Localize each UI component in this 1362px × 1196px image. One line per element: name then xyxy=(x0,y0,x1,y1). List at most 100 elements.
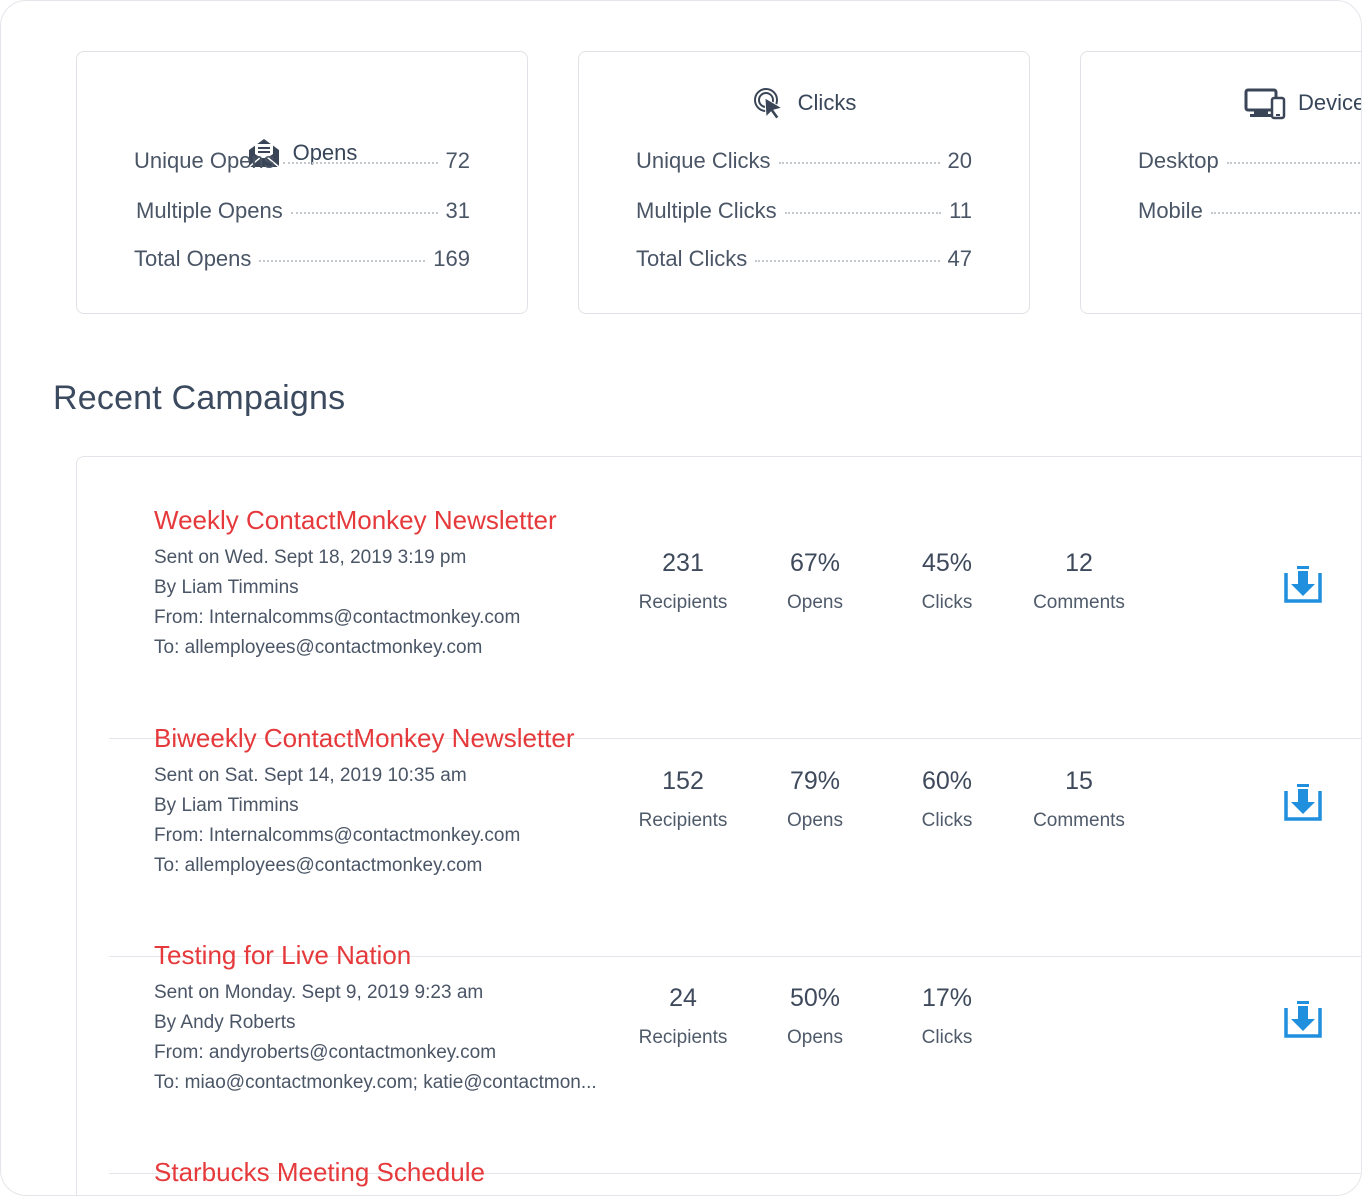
dotted-leader xyxy=(282,162,438,164)
stat-label: Desktop xyxy=(1138,148,1219,173)
stat-row-mobile: Mobile xyxy=(1138,198,1361,224)
metric-value: 152 xyxy=(662,767,704,795)
campaign-row: Starbucks Meeting Schedule xyxy=(109,1157,1361,1195)
device-card: Device Desktop Mobile xyxy=(1080,51,1362,314)
dotted-leader xyxy=(778,162,940,164)
metric-opens: 67% Opens xyxy=(750,549,880,614)
dotted-leader xyxy=(784,212,942,214)
campaign-sent: Sent on Wed. Sept 18, 2019 3:19 pm xyxy=(154,547,467,568)
stat-label: Unique Clicks xyxy=(636,148,771,173)
envelope-open-icon xyxy=(247,136,281,170)
metric-label: Comments xyxy=(1033,810,1125,831)
metric-label: Clicks xyxy=(921,1027,973,1048)
stat-row-desktop: Desktop xyxy=(1138,148,1361,174)
campaign-row: Biweekly ContactMonkey Newsletter Sent o… xyxy=(109,723,1361,957)
row-divider xyxy=(109,1173,1361,1174)
stat-value: 11 xyxy=(949,198,972,223)
metric-label: Clicks xyxy=(921,810,973,831)
metric-label: Comments xyxy=(1033,592,1125,613)
campaign-title-link[interactable]: Testing for Live Nation xyxy=(154,940,412,970)
metric-label: Recipients xyxy=(638,810,728,831)
dotted-leader xyxy=(1226,162,1361,164)
cursor-click-icon xyxy=(752,86,786,120)
clicks-card-title: Clicks xyxy=(797,90,857,115)
download-button[interactable] xyxy=(1282,563,1324,605)
stat-label: Unique Opens xyxy=(134,148,275,173)
campaign-sent: Sent on Monday. Sept 9, 2019 9:23 am xyxy=(154,982,484,1003)
stat-value: 72 xyxy=(445,148,470,173)
opens-card-title: Opens xyxy=(292,140,358,165)
stat-label: Total Clicks xyxy=(636,246,748,271)
campaign-row: Weekly ContactMonkey Newsletter Sent on … xyxy=(109,505,1361,739)
device-card-header: Device xyxy=(1244,86,1362,120)
download-button[interactable] xyxy=(1282,781,1324,823)
campaign-to: To: miao@contactmonkey.com; katie@contac… xyxy=(154,1072,597,1093)
metric-value: 15 xyxy=(1065,767,1093,795)
campaign-from: From: Internalcomms@contactmonkey.com xyxy=(154,607,521,628)
metric-value: 60% xyxy=(921,767,973,795)
download-icon xyxy=(1284,1001,1322,1038)
metric-recipients: 24 Recipients xyxy=(618,984,748,1049)
campaign-title-link[interactable]: Weekly ContactMonkey Newsletter xyxy=(154,505,557,535)
metric-label: Recipients xyxy=(638,1027,728,1048)
device-card-title: Device xyxy=(1298,90,1362,115)
stat-label: Multiple Clicks xyxy=(636,198,777,223)
metric-label: Opens xyxy=(787,810,843,831)
metric-value: 12 xyxy=(1065,549,1093,577)
campaign-from: From: andyroberts@contactmonkey.com xyxy=(154,1042,497,1063)
campaign-to: To: allemployees@contactmonkey.com xyxy=(154,637,483,658)
metric-value: 231 xyxy=(662,549,704,577)
metric-value: 17% xyxy=(921,984,973,1012)
stat-row-total-clicks: Total Clicks 47 xyxy=(636,246,972,272)
opens-card-header: Opens xyxy=(77,136,527,170)
stat-row-total-opens: Total Opens 169 xyxy=(134,246,470,272)
devices-icon xyxy=(1244,86,1286,120)
campaigns-panel: Weekly ContactMonkey Newsletter Sent on … xyxy=(76,456,1361,1195)
metric-clicks: 60% Clicks xyxy=(882,767,1012,832)
metric-value: 79% xyxy=(789,767,841,795)
campaign-author: By Liam Timmins xyxy=(154,577,299,598)
dotted-leader xyxy=(290,212,438,214)
metric-value: 24 xyxy=(669,984,697,1012)
metric-comments: 15 Comments xyxy=(1014,767,1144,832)
stat-value: 47 xyxy=(947,246,972,271)
metric-recipients: 231 Recipients xyxy=(618,549,748,614)
campaign-sent: Sent on Sat. Sept 14, 2019 10:35 am xyxy=(154,765,467,786)
dotted-leader xyxy=(755,260,940,262)
dotted-leader xyxy=(259,260,426,262)
campaign-title-link[interactable]: Biweekly ContactMonkey Newsletter xyxy=(154,723,575,753)
metric-value: 45% xyxy=(921,549,973,577)
stat-label: Total Opens xyxy=(134,246,252,271)
opens-card: Opens Unique Opens 72 Multiple Opens 31 … xyxy=(76,51,528,314)
clicks-card-header: Clicks xyxy=(579,86,1029,120)
stat-value: 20 xyxy=(947,148,972,173)
campaign-author: By Liam Timmins xyxy=(154,795,299,816)
metric-label: Opens xyxy=(787,1027,843,1048)
stat-row-multiple-clicks: Multiple Clicks 11 xyxy=(636,198,972,224)
campaign-to: To: allemployees@contactmonkey.com xyxy=(154,855,483,876)
campaign-row: Testing for Live Nation Sent on Monday. … xyxy=(109,940,1361,1174)
download-icon xyxy=(1284,566,1322,603)
download-button[interactable] xyxy=(1282,998,1324,1040)
download-icon xyxy=(1284,784,1322,821)
metric-opens: 79% Opens xyxy=(750,767,880,832)
section-title: Recent Campaigns xyxy=(53,379,346,417)
stat-row-unique-clicks: Unique Clicks 20 xyxy=(636,148,972,174)
dotted-leader xyxy=(1210,212,1361,214)
metric-clicks: 45% Clicks xyxy=(882,549,1012,614)
row-divider xyxy=(109,956,1361,957)
metric-clicks: 17% Clicks xyxy=(882,984,1012,1049)
metric-label: Clicks xyxy=(921,592,973,613)
stat-value: 169 xyxy=(433,246,470,271)
metric-value: 67% xyxy=(789,549,841,577)
metric-comments: 12 Comments xyxy=(1014,549,1144,614)
metric-opens: 50% Opens xyxy=(750,984,880,1049)
campaign-author: By Andy Roberts xyxy=(154,1012,296,1033)
stat-value: 31 xyxy=(445,198,470,223)
metric-recipients: 152 Recipients xyxy=(618,767,748,832)
clicks-card: Clicks Unique Clicks 20 Multiple Clicks … xyxy=(578,51,1030,314)
row-divider xyxy=(109,738,1361,739)
campaign-from: From: Internalcomms@contactmonkey.com xyxy=(154,825,521,846)
campaign-title-link[interactable]: Starbucks Meeting Schedule xyxy=(154,1157,485,1187)
